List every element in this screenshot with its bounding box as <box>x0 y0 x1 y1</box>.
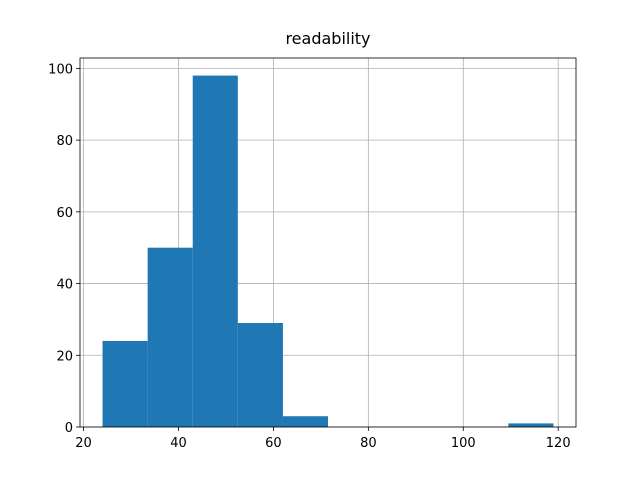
bar <box>237 323 283 427</box>
x-tick-label: 120 <box>546 436 571 451</box>
bar <box>102 340 148 427</box>
y-tick-label: 20 <box>56 349 73 364</box>
bar <box>192 75 238 428</box>
y-tick-label: 100 <box>48 62 73 77</box>
x-tick-label: 20 <box>75 436 92 451</box>
y-tick-label: 40 <box>56 278 73 293</box>
bar <box>282 416 328 427</box>
chart-title: readability <box>285 29 370 48</box>
bar <box>508 423 554 427</box>
x-tick-label: 100 <box>451 436 476 451</box>
y-tick-label: 0 <box>65 421 73 436</box>
x-tick-label: 80 <box>360 436 377 451</box>
plot-frame <box>79 57 577 428</box>
bar <box>147 247 193 427</box>
y-tick-label: 80 <box>56 134 73 149</box>
bars <box>102 75 554 428</box>
x-tick-label: 40 <box>170 436 187 451</box>
x-tick-label: 60 <box>265 436 282 451</box>
y-tick-label: 60 <box>56 206 73 221</box>
